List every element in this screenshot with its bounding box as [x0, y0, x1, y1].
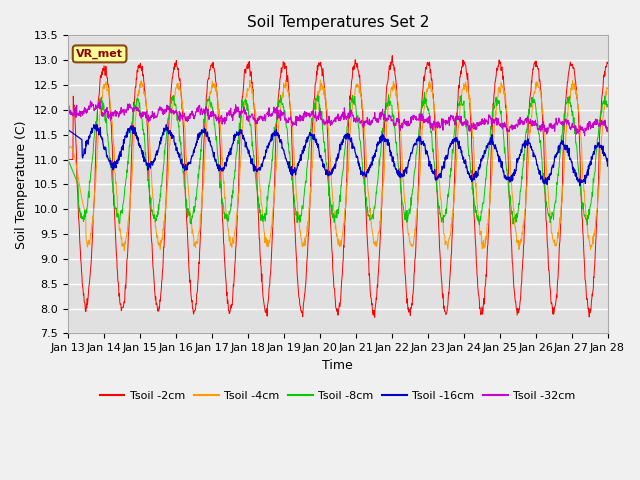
Tsoil -4cm — [604, 85, 611, 91]
Tsoil -2cm — [64, 156, 72, 162]
Tsoil -2cm — [371, 314, 378, 320]
Tsoil -4cm — [493, 100, 500, 106]
Tsoil -8cm — [171, 101, 179, 107]
Tsoil -4cm — [317, 77, 324, 83]
Tsoil -32cm — [64, 103, 72, 108]
Tsoil -16cm — [184, 162, 192, 168]
Tsoil -32cm — [184, 118, 192, 123]
Tsoil -2cm — [388, 53, 396, 59]
Tsoil -16cm — [422, 151, 429, 157]
Text: VR_met: VR_met — [76, 49, 123, 59]
Title: Soil Temperatures Set 2: Soil Temperatures Set 2 — [246, 15, 429, 30]
Tsoil -32cm — [86, 98, 94, 104]
Tsoil -4cm — [64, 147, 72, 153]
Tsoil -16cm — [93, 122, 100, 128]
Tsoil -8cm — [184, 205, 192, 211]
Tsoil -2cm — [604, 60, 611, 66]
Tsoil -2cm — [184, 241, 192, 247]
Tsoil -8cm — [492, 94, 500, 100]
Tsoil -2cm — [493, 67, 500, 73]
Tsoil -8cm — [584, 222, 591, 228]
Tsoil -8cm — [420, 89, 428, 95]
Tsoil -16cm — [576, 183, 584, 189]
Line: Tsoil -2cm: Tsoil -2cm — [68, 56, 607, 317]
Tsoil -32cm — [422, 117, 429, 122]
Tsoil -16cm — [64, 127, 72, 132]
Tsoil -8cm — [540, 173, 548, 179]
Tsoil -4cm — [422, 93, 430, 99]
Tsoil -32cm — [604, 129, 611, 134]
Tsoil -16cm — [172, 142, 179, 148]
Tsoil -32cm — [245, 115, 253, 120]
Tsoil -8cm — [422, 99, 429, 105]
Line: Tsoil -32cm: Tsoil -32cm — [68, 101, 607, 136]
Tsoil -32cm — [492, 115, 500, 120]
Tsoil -2cm — [422, 66, 430, 72]
Tsoil -16cm — [540, 177, 548, 183]
Tsoil -4cm — [120, 248, 128, 253]
Tsoil -4cm — [540, 124, 548, 130]
Tsoil -8cm — [64, 156, 72, 162]
Tsoil -4cm — [184, 186, 192, 192]
Tsoil -2cm — [171, 60, 179, 66]
Tsoil -32cm — [172, 108, 179, 114]
Line: Tsoil -16cm: Tsoil -16cm — [68, 125, 607, 186]
X-axis label: Time: Time — [323, 359, 353, 372]
Tsoil -32cm — [580, 133, 588, 139]
Tsoil -16cm — [492, 145, 500, 151]
Line: Tsoil -4cm: Tsoil -4cm — [68, 80, 607, 251]
Tsoil -4cm — [172, 88, 179, 94]
Tsoil -16cm — [245, 147, 253, 153]
Tsoil -2cm — [540, 156, 548, 162]
Tsoil -8cm — [604, 102, 611, 108]
Tsoil -16cm — [604, 163, 611, 169]
Tsoil -4cm — [245, 87, 253, 93]
Tsoil -32cm — [540, 123, 548, 129]
Line: Tsoil -8cm: Tsoil -8cm — [68, 92, 607, 225]
Y-axis label: Soil Temperature (C): Soil Temperature (C) — [15, 120, 28, 249]
Tsoil -8cm — [244, 107, 252, 113]
Tsoil -2cm — [244, 60, 252, 65]
Legend: Tsoil -2cm, Tsoil -4cm, Tsoil -8cm, Tsoil -16cm, Tsoil -32cm: Tsoil -2cm, Tsoil -4cm, Tsoil -8cm, Tsoi… — [95, 387, 580, 406]
